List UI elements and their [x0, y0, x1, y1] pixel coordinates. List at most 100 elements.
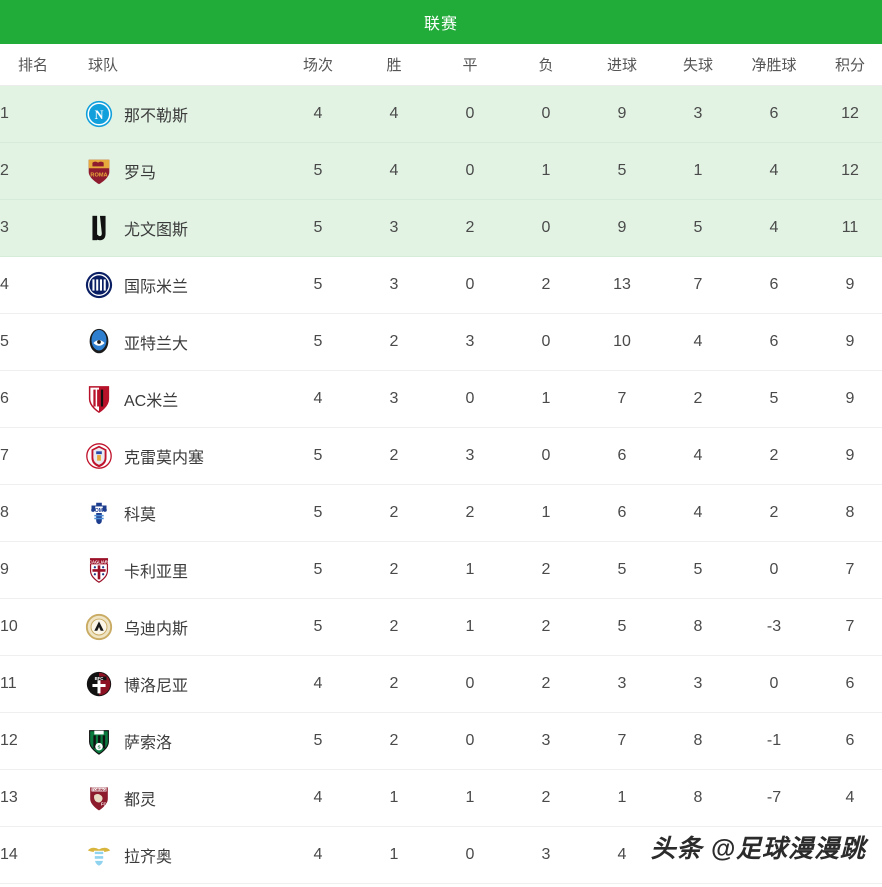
cell-played: 5 [280, 427, 356, 485]
team-cell-content: ROMA 罗马 [62, 156, 280, 186]
cell-team[interactable]: 亚特兰大 [62, 313, 280, 371]
cell-loss: 1 [508, 142, 584, 200]
cell-win: 2 [356, 598, 432, 656]
cell-team[interactable]: AC米兰 [62, 370, 280, 428]
table-row[interactable]: 13 TORINO FC 都灵 4 1 1 2 1 8 -7 4 [0, 769, 882, 827]
cell-loss: 0 [508, 427, 584, 485]
table-row[interactable]: 8 COMO 科莫 5 2 2 1 6 4 2 8 [0, 484, 882, 542]
team-cell-content: CAGLIARI 卡利亚里 [62, 555, 280, 585]
cell-goals-for: 5 [584, 541, 660, 599]
cell-points: 8 [812, 484, 882, 542]
cell-points: 9 [812, 313, 882, 371]
cell-goal-diff: -7 [736, 769, 812, 827]
cell-team[interactable]: BFC 博洛尼亚 [62, 655, 280, 713]
cell-goals-for: 7 [584, 712, 660, 770]
cell-team[interactable]: 乌迪内斯 [62, 598, 280, 656]
table-row[interactable]: 12 S 萨索洛 5 2 0 3 7 8 -1 6 [0, 712, 882, 770]
cell-goals-against: 7 [660, 256, 736, 314]
column-header-goals-for: 进球 [584, 44, 660, 86]
cell-goals-against: 3 [660, 85, 736, 143]
cell-goals-against: 1 [660, 142, 736, 200]
column-header-draw: 平 [432, 44, 508, 86]
svg-text:CAGLIARI: CAGLIARI [89, 559, 109, 564]
cell-goal-diff: 6 [736, 85, 812, 143]
cell-team[interactable]: S 萨索洛 [62, 712, 280, 770]
header-row: 排名 球队 场次 胜 平 负 进球 失球 净胜球 积分 [0, 44, 882, 86]
team-cell-content: N 那不勒斯 [62, 99, 280, 129]
cell-draw: 1 [432, 769, 508, 827]
cell-rank: 6 [0, 370, 62, 428]
napoli-crest: N [84, 99, 114, 129]
cell-team[interactable]: N 那不勒斯 [62, 85, 280, 143]
cell-played: 5 [280, 142, 356, 200]
lazio-crest [84, 840, 114, 870]
cell-played: 5 [280, 598, 356, 656]
cell-team[interactable]: 拉齐奥 [62, 826, 280, 884]
table-row[interactable]: 10 乌迪内斯 5 2 1 2 5 8 -3 7 [0, 598, 882, 656]
table-row[interactable]: 1 N 那不勒斯 4 4 0 0 9 3 6 12 [0, 85, 882, 143]
cell-draw: 0 [432, 142, 508, 200]
table-row[interactable]: 11 BFC 博洛尼亚 4 2 0 2 3 3 0 6 [0, 655, 882, 713]
cell-goals-against [660, 826, 736, 884]
column-header-goal-diff: 净胜球 [736, 44, 812, 86]
table-row[interactable]: 6 AC米兰 4 3 0 1 7 2 5 9 [0, 370, 882, 428]
cell-played: 5 [280, 712, 356, 770]
cell-team[interactable]: TORINO FC 都灵 [62, 769, 280, 827]
cell-draw: 0 [432, 85, 508, 143]
cell-points: 9 [812, 427, 882, 485]
cell-goal-diff: 0 [736, 655, 812, 713]
cell-goals-against: 4 [660, 484, 736, 542]
cell-rank: 8 [0, 484, 62, 542]
cell-points: 4 [812, 769, 882, 827]
cell-team[interactable]: ROMA 罗马 [62, 142, 280, 200]
cell-draw: 0 [432, 256, 508, 314]
cell-goal-diff: -1 [736, 712, 812, 770]
standings-table: 排名 球队 场次 胜 平 负 进球 失球 净胜球 积分 1 N 那不勒斯 4 4 0 0 9 3… [0, 44, 882, 884]
cell-loss: 0 [508, 85, 584, 143]
cell-win: 3 [356, 256, 432, 314]
table-row[interactable]: 9 CAGLIARI 卡利亚里 5 2 1 2 5 5 0 7 [0, 541, 882, 599]
cell-goals-for: 9 [584, 199, 660, 257]
cell-team[interactable]: COMO 科莫 [62, 484, 280, 542]
cell-goals-for: 1 [584, 769, 660, 827]
cell-win: 4 [356, 85, 432, 143]
cell-goals-for: 4 [584, 826, 660, 884]
cell-team[interactable]: CAGLIARI 卡利亚里 [62, 541, 280, 599]
cell-team[interactable]: 克雷莫内塞 [62, 427, 280, 485]
cell-draw: 0 [432, 655, 508, 713]
team-name: 那不勒斯 [124, 108, 189, 125]
cell-win: 1 [356, 769, 432, 827]
table-row[interactable]: 14 拉齐奥 4 1 0 3 4 [0, 826, 882, 884]
table-row[interactable]: 5 亚特兰大 5 2 3 0 10 4 6 9 [0, 313, 882, 371]
column-header-points: 积分 [812, 44, 882, 86]
cell-team[interactable]: 国际米兰 [62, 256, 280, 314]
table-row[interactable]: 7 克雷莫内塞 5 2 3 0 6 4 2 9 [0, 427, 882, 485]
table-row[interactable]: 3 尤文图斯 5 3 2 0 9 5 4 11 [0, 199, 882, 257]
cell-played: 5 [280, 199, 356, 257]
cell-goals-for: 9 [584, 85, 660, 143]
cell-loss: 2 [508, 541, 584, 599]
cell-points: 7 [812, 598, 882, 656]
cell-draw: 2 [432, 484, 508, 542]
cell-goals-for: 5 [584, 598, 660, 656]
cell-goals-against: 3 [660, 655, 736, 713]
cell-points: 11 [812, 199, 882, 257]
cell-goal-diff: -3 [736, 598, 812, 656]
cell-loss: 2 [508, 256, 584, 314]
league-title-bar: 联赛 [0, 0, 882, 44]
cell-loss: 3 [508, 712, 584, 770]
cell-played: 4 [280, 769, 356, 827]
table-row[interactable]: 2 ROMA 罗马 5 4 0 1 5 1 4 12 [0, 142, 882, 200]
cell-played: 5 [280, 313, 356, 371]
cell-rank: 10 [0, 598, 62, 656]
cell-draw: 0 [432, 826, 508, 884]
team-name: 博洛尼亚 [124, 678, 189, 695]
cell-played: 5 [280, 256, 356, 314]
table-row[interactable]: 4 国际米兰 5 3 0 2 13 7 6 9 [0, 256, 882, 314]
team-name: 罗马 [124, 165, 157, 182]
cell-points: 12 [812, 85, 882, 143]
cell-team[interactable]: 尤文图斯 [62, 199, 280, 257]
cremonese-crest [84, 441, 114, 471]
cell-rank: 13 [0, 769, 62, 827]
team-cell-content: 拉齐奥 [62, 840, 280, 870]
